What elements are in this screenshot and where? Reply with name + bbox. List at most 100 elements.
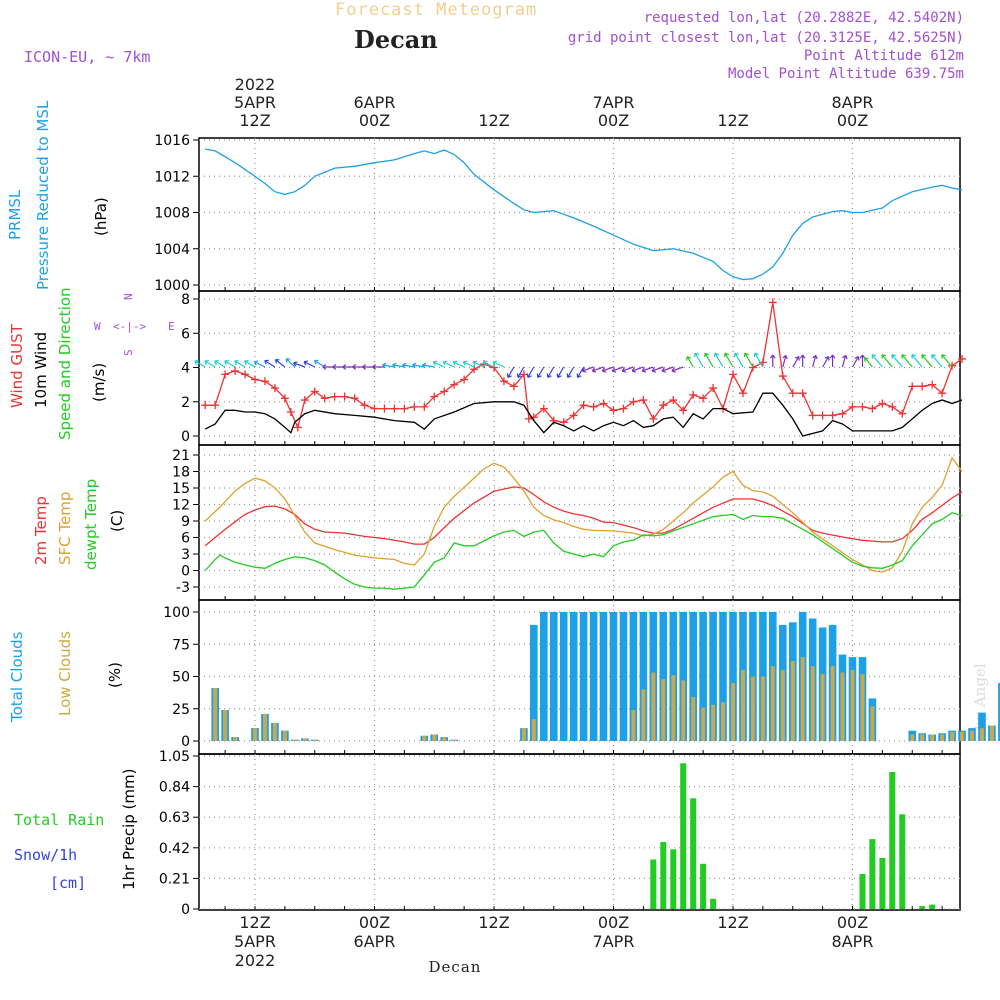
gust-point-3 — [231, 366, 240, 375]
total-cloud-bar-37 — [579, 612, 588, 741]
rain-bar-48 — [690, 798, 697, 909]
gust-point-40 — [579, 401, 588, 410]
gust-point-4 — [241, 370, 250, 379]
gust-point-1 — [211, 401, 220, 410]
wind-arrow — [566, 366, 575, 378]
bottom-location: Decan — [429, 958, 482, 976]
temperature-ytick-label-3: 6 — [181, 531, 190, 547]
wind-arrow — [704, 352, 714, 368]
total-rain-label: Total Rain — [14, 811, 104, 829]
clouds-ytick-label-2: 50 — [172, 670, 190, 686]
low-cloud-bar-62 — [830, 666, 835, 741]
gust-point-39 — [569, 411, 578, 420]
panel-wind: 0 2 4 6 8 — [181, 290, 967, 446]
rain-bar-72 — [929, 904, 936, 909]
gust-point-61 — [788, 389, 797, 398]
total-cloud-bar-48 — [689, 612, 697, 741]
time-top-line2-3: 7APR — [593, 93, 635, 112]
temperature-frame — [198, 444, 961, 601]
pressure-ytick-label-0: 1000 — [154, 278, 190, 294]
wind-arrow — [442, 360, 455, 368]
time-bottom-line1-0: 12Z — [239, 913, 270, 932]
wind-arrow — [829, 354, 836, 367]
snow-label: Snow/1h — [14, 846, 77, 864]
precip-ytick-label-0: 0 — [181, 902, 190, 918]
wind-arrow — [303, 360, 316, 368]
wind-arrow — [621, 366, 634, 373]
temp-dewpt-label: dewpt Temp — [82, 479, 100, 570]
wind-arrow — [244, 360, 256, 368]
requested-coords: requested lon,lat (20.2882E, 42.5402N) — [644, 10, 964, 26]
low-cloud-bar-77 — [980, 728, 984, 741]
temp-sfc-label: SFC Temp — [56, 492, 74, 565]
gust-point-63 — [808, 411, 817, 420]
snow-unit-label: [cm] — [50, 874, 86, 892]
wind-arrow — [822, 356, 830, 368]
time-bottom-line1-1: 00Z — [359, 913, 390, 932]
wind-arrow — [661, 366, 674, 373]
wind-arrow — [891, 354, 903, 368]
wind-arrow — [671, 366, 684, 373]
hpa-unit-label: (hPa) — [92, 197, 110, 236]
wind-arrow — [631, 366, 644, 373]
wind-arrow — [812, 354, 818, 368]
wind-arrow — [601, 366, 614, 373]
time-top-line2-5: 8APR — [832, 93, 874, 112]
low-cloud-bar-66 — [870, 706, 875, 741]
wind-arrow — [506, 366, 515, 378]
temperature-ytick-label-4: 9 — [181, 514, 190, 530]
precip-ytick-label-1: 0.21 — [159, 871, 190, 887]
low-cloud-bar-22 — [432, 734, 437, 741]
gust-point-20 — [390, 404, 399, 413]
wind-arrow — [452, 360, 465, 368]
low-cloud-bar-76 — [970, 730, 974, 741]
rain-bar-69 — [899, 814, 906, 909]
wind-labels: Wind GUST 10m Wind Speed and Direction (… — [8, 287, 175, 440]
compass-w: W — [94, 320, 101, 333]
low-cloud-bar-59 — [800, 657, 805, 741]
low-cloud-bar-53 — [741, 670, 745, 741]
gust-point-27 — [460, 375, 469, 384]
temperature-ytick-label-2: 3 — [181, 547, 190, 563]
wind-unit-label: (m/s) — [90, 363, 108, 402]
wind-arrow — [285, 358, 296, 368]
gust-point-31 — [499, 377, 508, 386]
wind-arrow — [770, 354, 776, 367]
wind-ytick-label-0: 0 — [181, 429, 190, 445]
low-cloud-bar-47 — [681, 680, 686, 741]
wind-arrow — [576, 366, 585, 378]
low-cloud-bar-72 — [930, 734, 935, 741]
wind-arrow — [472, 360, 485, 368]
time-top-line3-4: 12Z — [717, 111, 748, 130]
low-cloud-bar-4 — [253, 728, 257, 741]
wind-arrow — [792, 356, 800, 368]
temperature-ytick-label-7: 18 — [172, 465, 190, 481]
wind-arrow — [581, 366, 594, 373]
time-top-line2-0: 5APR — [234, 93, 276, 112]
gust-point-9 — [286, 408, 295, 417]
clouds-ytick-label-0: 0 — [181, 734, 190, 750]
total-cloud-bar-41 — [619, 612, 628, 741]
pressure-frame — [198, 137, 961, 292]
rain-bar-47 — [680, 763, 687, 909]
total-clouds-label: Total Clouds — [8, 631, 26, 723]
rain-bar-67 — [879, 858, 886, 909]
gust-point-43 — [609, 406, 618, 415]
wind-arrow — [234, 360, 246, 368]
wind-arrow — [881, 354, 893, 368]
time-bottom-line1-4: 12Z — [717, 913, 748, 932]
low-cloud-bar-71 — [920, 734, 925, 741]
gust-point-44 — [619, 404, 628, 413]
time-top-line2-1: 6APR — [354, 93, 396, 112]
low-cloud-bar-8 — [292, 739, 297, 741]
low-cloud-bar-1 — [223, 710, 228, 741]
low-cloud-bar-49 — [701, 707, 706, 741]
low-cloud-bar-74 — [950, 732, 955, 741]
precip-unit-label: 1hr Precip (mm) — [120, 769, 138, 890]
low-cloud-bar-31 — [521, 728, 526, 741]
gust-point-8 — [280, 394, 289, 403]
wind-series-10m-wind — [204, 392, 963, 437]
temperature-series-dewpt-temp — [204, 512, 963, 590]
